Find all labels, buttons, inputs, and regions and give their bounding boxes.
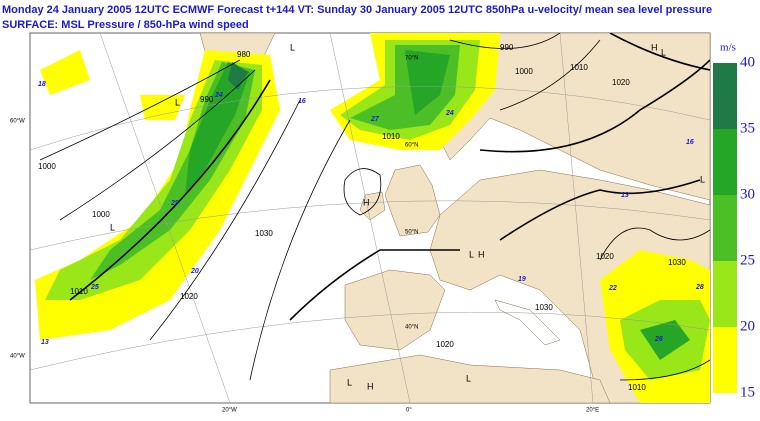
colorbar-label: 20	[740, 318, 755, 334]
isobar-label: 1030	[668, 258, 686, 267]
isobar-label: 1010	[382, 132, 400, 141]
isobar-label: 1030	[535, 303, 553, 312]
isobar-label: 1000	[92, 210, 110, 219]
wind-label: 19	[518, 276, 526, 283]
pressure-centre: H	[363, 197, 370, 207]
wind-label: 28	[695, 284, 704, 291]
colorbar-segment	[713, 195, 737, 261]
graticule	[30, 33, 710, 403]
colorbar-label: 25	[740, 252, 755, 268]
grid-label: 60°W	[10, 119, 25, 125]
wind-label: 25	[90, 284, 99, 291]
wind-label: 18	[38, 81, 46, 88]
wind-label: 26	[654, 336, 663, 343]
pressure-centre: L	[469, 249, 474, 259]
isobars	[39, 33, 710, 381]
colorbar-segment	[713, 63, 737, 129]
header-line: SURFACE: MSL Pressure / 850-hPa wind spe…	[2, 19, 249, 31]
wind-shading	[35, 33, 710, 403]
header-line: Monday 24 January 2005 12UTC ECMWF Forec…	[2, 4, 712, 16]
isobar-label: 990	[500, 43, 514, 52]
wind-label: 13	[41, 339, 49, 346]
map: L L L H H L L H L H L L 1000 1010 1020 1…	[10, 32, 711, 414]
colorbar-segment	[713, 261, 737, 327]
colorbar-label: 35	[740, 120, 755, 136]
colorbar-label: 40	[740, 54, 755, 70]
pressure-centre: H	[367, 381, 374, 391]
wind-label: 13	[621, 192, 629, 199]
wind-label: 24	[214, 92, 223, 99]
colorbar-label: 30	[740, 186, 755, 202]
isobar-label: 1010	[628, 383, 646, 392]
grid-label: 50°N	[405, 230, 418, 236]
pressure-centre: L	[347, 377, 352, 387]
wind-label: 29	[170, 200, 179, 207]
wind-label: 20	[190, 268, 199, 275]
grid-label: 20°E	[586, 408, 599, 414]
pressure-centre: H	[651, 42, 658, 52]
colorbar: m/s 15 20 25 30 35 40	[713, 42, 755, 400]
isobar-label: 990	[200, 95, 214, 104]
isobar-label: 1030	[255, 229, 273, 238]
colorbar-unit: m/s	[720, 42, 736, 54]
wind-label: 16	[686, 139, 694, 146]
pressure-centre: L	[290, 42, 295, 52]
isobar-label: 1020	[612, 78, 630, 87]
colorbar-segment	[713, 129, 737, 195]
isobar-label: 1020	[596, 252, 614, 261]
wind-label: 16	[298, 98, 306, 105]
pressure-centre: L	[700, 174, 705, 184]
wind-label: 27	[370, 116, 380, 123]
isobar-label: 1010	[70, 287, 88, 296]
wind-label: 22	[608, 285, 617, 292]
colorbar-label: 15	[740, 384, 755, 400]
grid-label: 70°N	[405, 56, 418, 62]
isobar-label: 980	[237, 50, 251, 59]
grid-label: 60°N	[405, 143, 418, 149]
grid-label: 0°	[406, 408, 412, 414]
grid-label: 40°W	[10, 354, 25, 360]
pressure-centre: H	[478, 249, 485, 259]
pressure-centre: L	[466, 373, 471, 383]
pressure-centre: L	[175, 97, 180, 107]
pressure-centre: L	[110, 222, 115, 232]
isobar-label: 1020	[436, 340, 454, 349]
isobar-label: 1000	[515, 67, 533, 76]
isobar-label: 1010	[570, 63, 588, 72]
wind-label: 24	[445, 110, 454, 117]
isobar-label: 1020	[180, 292, 198, 301]
pressure-centre: L	[661, 47, 666, 57]
grid-label: 40°N	[405, 325, 418, 331]
grid-label: 20°W	[222, 408, 237, 414]
isobar-label: 1000	[38, 162, 56, 171]
colorbar-segment	[713, 327, 737, 393]
